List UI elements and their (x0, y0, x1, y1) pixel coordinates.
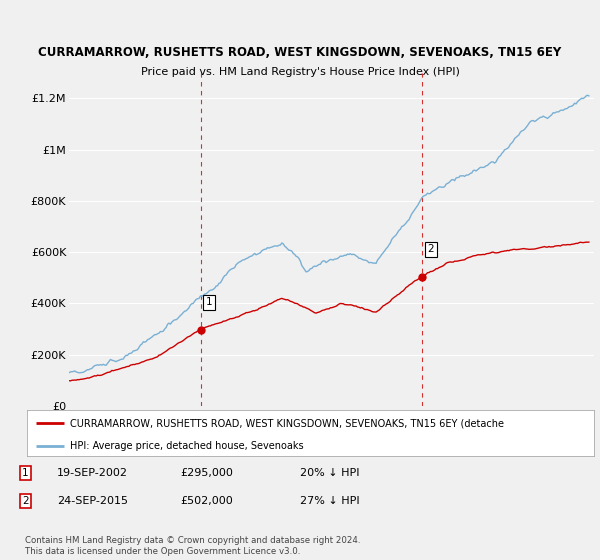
Text: Contains HM Land Registry data © Crown copyright and database right 2024.
This d: Contains HM Land Registry data © Crown c… (25, 536, 361, 556)
Text: 27% ↓ HPI: 27% ↓ HPI (300, 496, 359, 506)
Text: CURRAMARROW, RUSHETTS ROAD, WEST KINGSDOWN, SEVENOAKS, TN15 6EY: CURRAMARROW, RUSHETTS ROAD, WEST KINGSDO… (38, 46, 562, 59)
Text: 24-SEP-2015: 24-SEP-2015 (57, 496, 128, 506)
Text: £502,000: £502,000 (180, 496, 233, 506)
Text: 2: 2 (22, 496, 29, 506)
Text: 1: 1 (22, 468, 29, 478)
Text: 20% ↓ HPI: 20% ↓ HPI (300, 468, 359, 478)
Text: 1: 1 (206, 297, 212, 307)
Text: Price paid vs. HM Land Registry's House Price Index (HPI): Price paid vs. HM Land Registry's House … (140, 67, 460, 77)
Text: 19-SEP-2002: 19-SEP-2002 (57, 468, 128, 478)
Text: 2: 2 (428, 244, 434, 254)
Text: CURRAMARROW, RUSHETTS ROAD, WEST KINGSDOWN, SEVENOAKS, TN15 6EY (detache: CURRAMARROW, RUSHETTS ROAD, WEST KINGSDO… (70, 418, 503, 428)
Text: HPI: Average price, detached house, Sevenoaks: HPI: Average price, detached house, Seve… (70, 441, 303, 451)
Text: £295,000: £295,000 (180, 468, 233, 478)
